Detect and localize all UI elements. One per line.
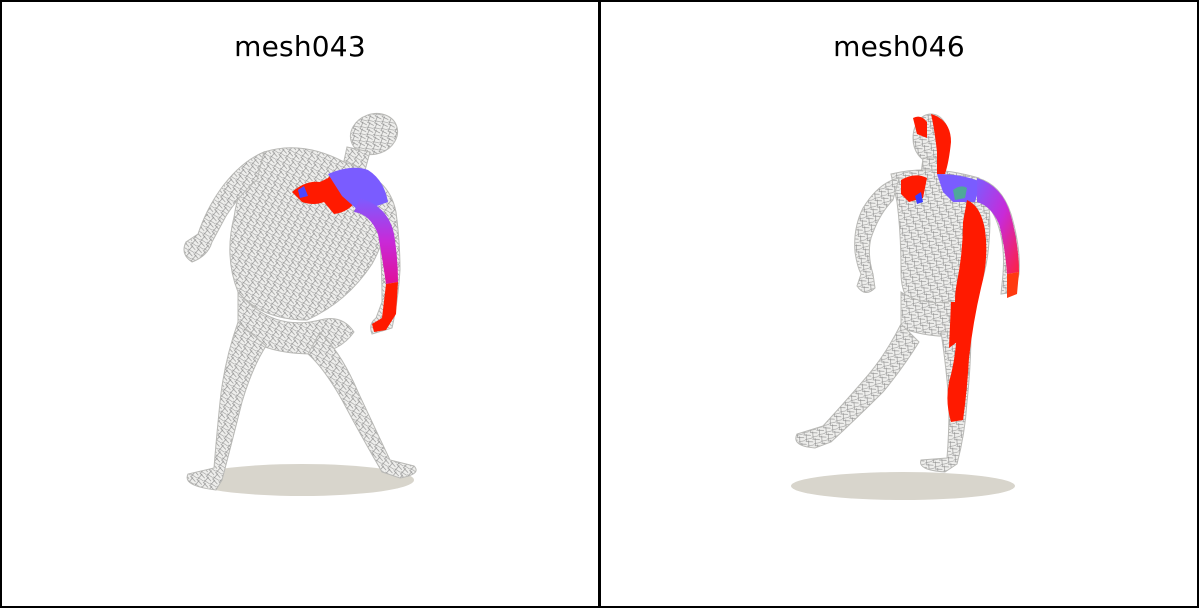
ground-shadow <box>791 472 1015 500</box>
render-panel-right[interactable]: mesh046 <box>599 0 1199 608</box>
highlight-region-left <box>292 167 398 332</box>
render-panel-left[interactable]: mesh043 <box>0 0 600 608</box>
mesh-body <box>183 112 417 491</box>
mesh-render-left <box>183 112 417 496</box>
highlight-region-right <box>901 114 1019 422</box>
mesh-body <box>795 113 1020 473</box>
panel-title-right: mesh046 <box>833 30 965 63</box>
ground-shadow <box>190 464 414 496</box>
mesh-render-right <box>791 113 1020 500</box>
panel-title-left: mesh043 <box>234 30 366 63</box>
